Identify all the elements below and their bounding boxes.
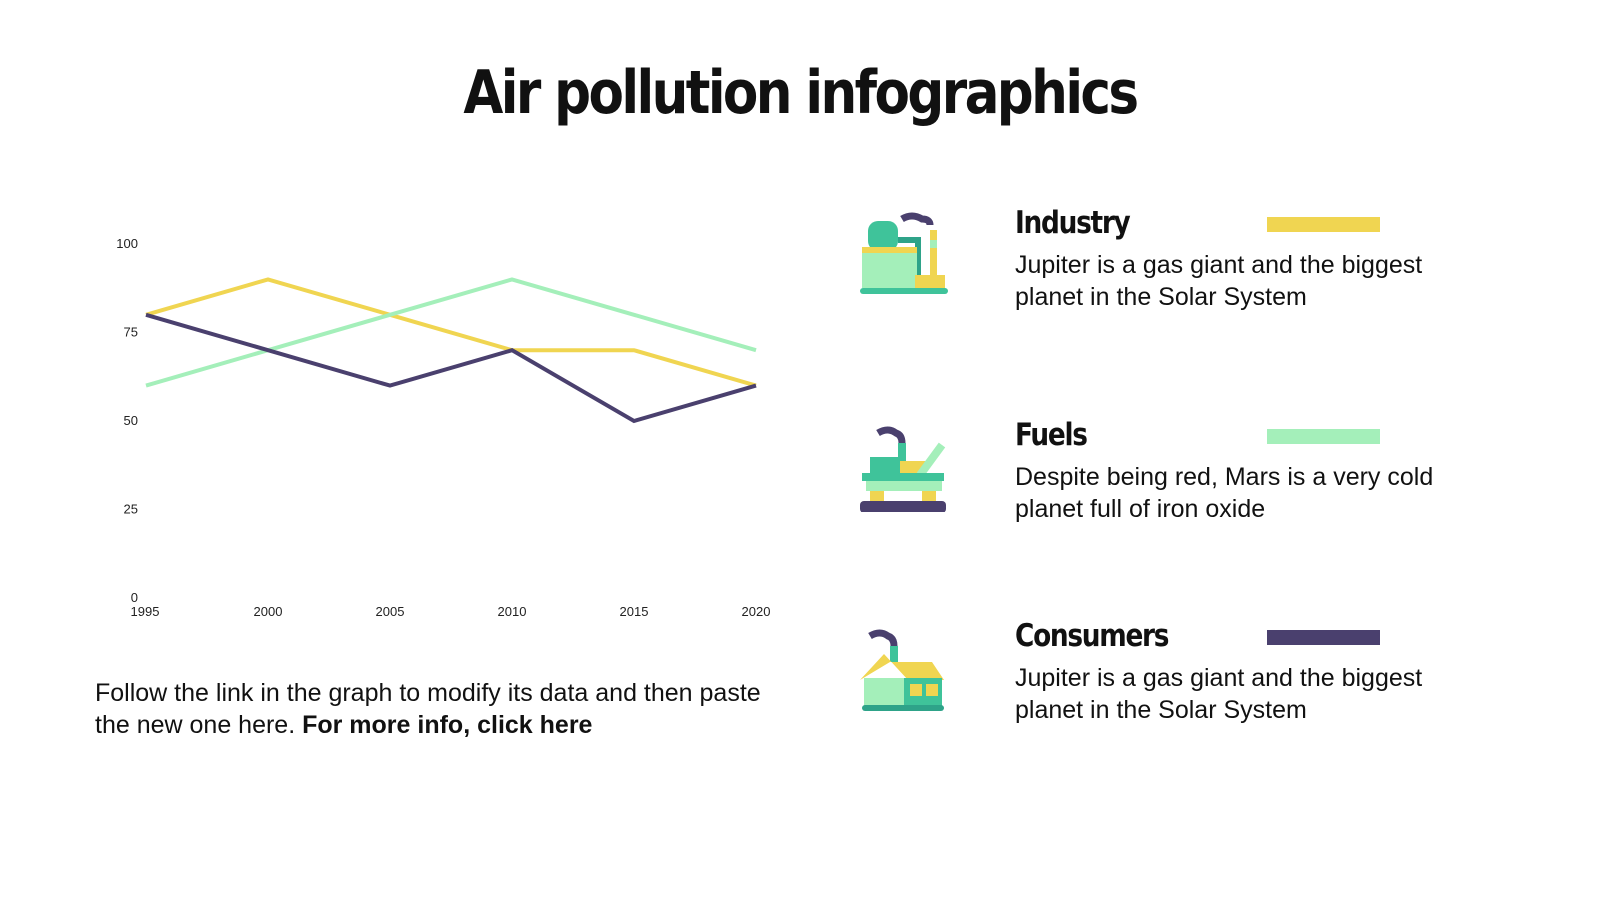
legend-item-consumers: Consumers Jupiter is a gas giant and the…: [860, 618, 1460, 738]
x-tick-label: 2020: [742, 604, 771, 619]
y-tick-label: 50: [124, 413, 138, 428]
legend-item-industry: Industry Jupiter is a gas giant and the …: [860, 205, 1460, 325]
x-tick-label: 2010: [498, 604, 527, 619]
y-tick-label: 75: [124, 325, 138, 340]
legend-description: Jupiter is a gas giant and the biggest p…: [1015, 664, 1423, 724]
note-text: Follow the link in the graph to modify i…: [95, 679, 761, 739]
y-tick-label: 100: [116, 236, 138, 251]
legend-title: Industry: [1015, 205, 1131, 241]
legend-description: Jupiter is a gas giant and the biggest p…: [1015, 251, 1423, 311]
more-info-link[interactable]: For more info, click here: [302, 711, 593, 739]
page-title: Air pollution infographics: [463, 58, 1139, 128]
house-icon: [860, 629, 944, 711]
x-tick-label: 2000: [254, 604, 283, 619]
legend-title: Consumers: [1015, 618, 1169, 654]
oil-platform-icon: [860, 426, 946, 512]
x-tick-label: 1995: [131, 604, 160, 619]
y-tick-label: 25: [124, 502, 138, 517]
factory-icon: [860, 212, 948, 294]
y-tick-label: 0: [131, 590, 138, 605]
legend-title: Fuels: [1015, 417, 1088, 453]
series-line-consumers: [145, 312, 757, 424]
x-tick-label: 2015: [620, 604, 649, 619]
legend-swatch: [1267, 630, 1380, 645]
legend-swatch: [1267, 217, 1380, 232]
line-chart: 0 25 50 75 100 1995 2000 2005 2010 2015 2020: [116, 236, 771, 619]
chart-note: Follow the link in the graph to modify i…: [95, 677, 795, 741]
x-tick-label: 2005: [376, 604, 405, 619]
legend-swatch: [1267, 429, 1380, 444]
legend-item-fuels: Fuels Despite being red, Mars is a very …: [860, 417, 1460, 537]
series-line-industry: [145, 277, 757, 388]
legend-description: Despite being red, Mars is a very cold p…: [1015, 463, 1434, 523]
series-line-fuels: [145, 277, 757, 388]
